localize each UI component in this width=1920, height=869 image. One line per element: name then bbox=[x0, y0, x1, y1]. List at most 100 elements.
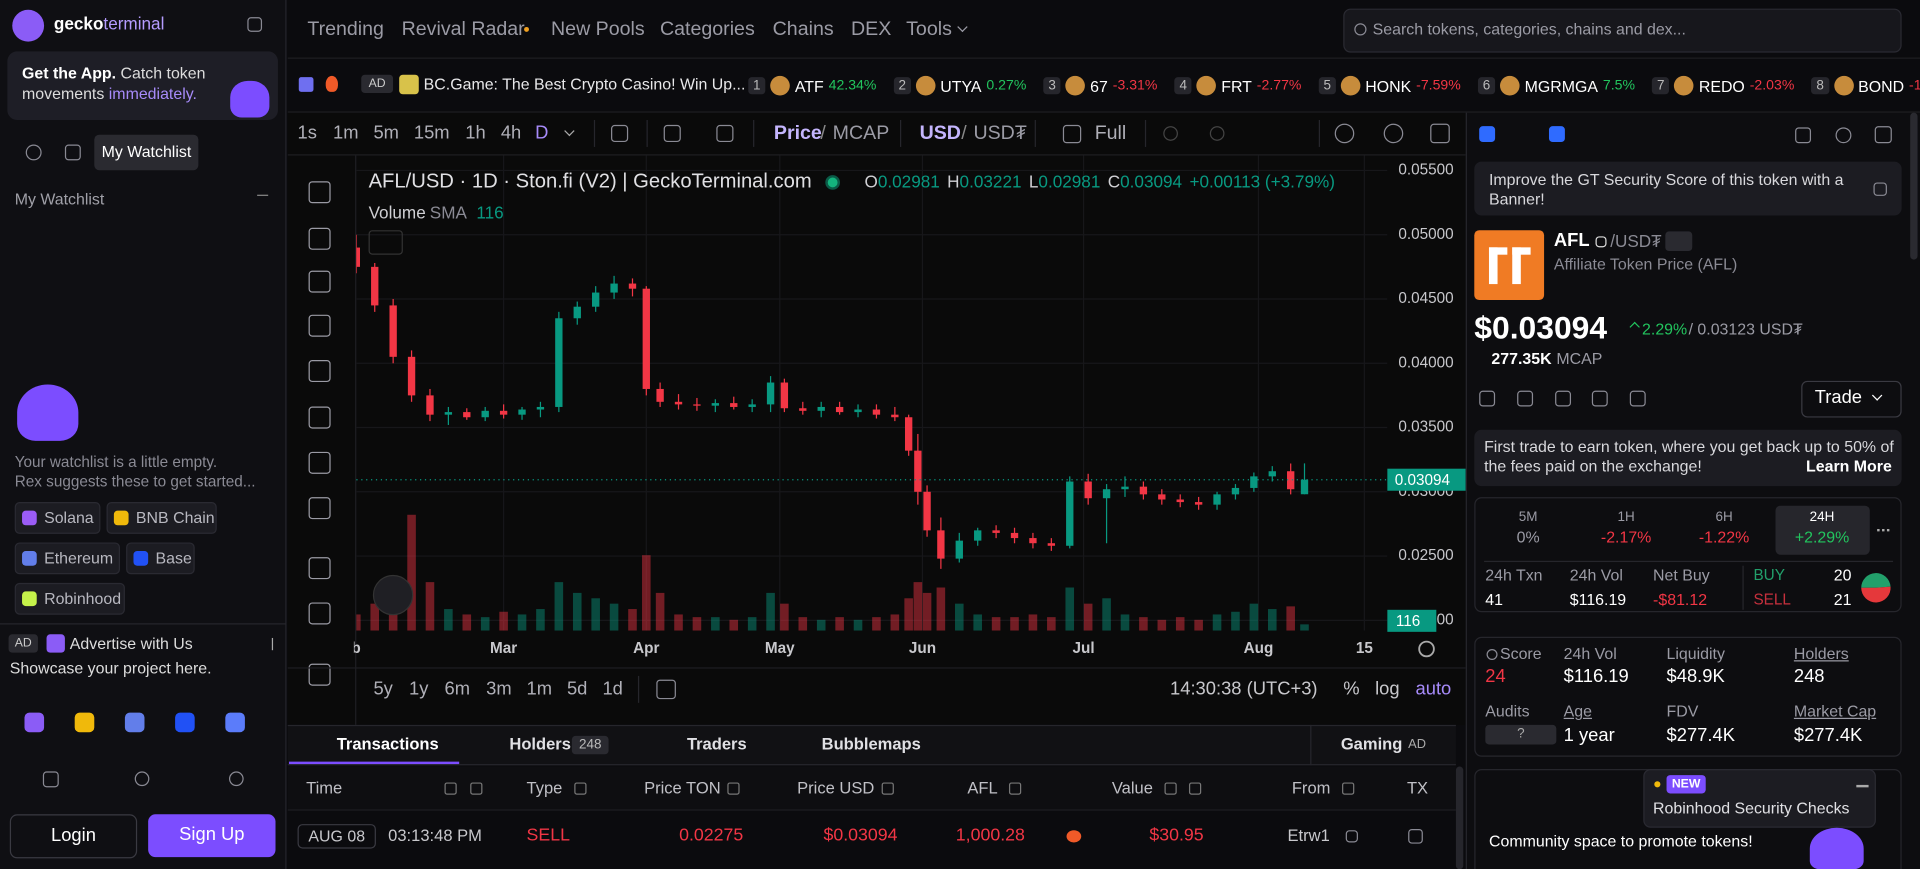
chain-icon[interactable] bbox=[74, 712, 95, 733]
icon[interactable] bbox=[663, 124, 681, 143]
metric-label[interactable]: Holders bbox=[1793, 644, 1849, 663]
icon[interactable] bbox=[308, 360, 331, 383]
nav-link[interactable]: Revival Radar bbox=[401, 18, 525, 40]
icon[interactable] bbox=[1209, 126, 1225, 141]
ticker-item[interactable]: 5 HONK -7.59% bbox=[1318, 75, 1461, 96]
chain-icon[interactable] bbox=[24, 712, 45, 733]
interval-button[interactable]: D bbox=[535, 122, 549, 144]
tab[interactable]: Transactions bbox=[336, 734, 439, 753]
icon[interactable] bbox=[1554, 390, 1571, 406]
nav-link[interactable]: New Pools bbox=[551, 18, 645, 40]
ticker-item[interactable]: 3 67 -3.31% bbox=[1043, 75, 1157, 96]
icon[interactable] bbox=[308, 663, 331, 686]
icon[interactable] bbox=[1594, 235, 1606, 247]
period-change[interactable]: +2.29% bbox=[1794, 528, 1850, 547]
login-button[interactable] bbox=[9, 814, 138, 859]
ad-text[interactable]: BC.Game: The Best Crypto Casino! Win Up.… bbox=[423, 74, 746, 94]
icon[interactable] bbox=[1516, 390, 1533, 406]
icon[interactable] bbox=[308, 557, 331, 580]
signup-button[interactable] bbox=[148, 814, 276, 858]
interval-button[interactable]: 15m bbox=[413, 122, 450, 144]
interval-button[interactable]: 1s bbox=[297, 122, 317, 144]
chain-icon[interactable] bbox=[124, 712, 145, 733]
search-placeholder[interactable]: Search tokens, categories, chains and de… bbox=[1372, 19, 1686, 39]
chain-icon[interactable] bbox=[175, 712, 195, 733]
ticker-item[interactable]: 4 FRT -2.77% bbox=[1174, 75, 1301, 96]
minimize[interactable] bbox=[1856, 784, 1869, 787]
icon[interactable] bbox=[1629, 390, 1646, 406]
icon[interactable] bbox=[1430, 123, 1450, 144]
popup-text[interactable]: Robinhood Security Checks bbox=[1653, 798, 1850, 817]
range-button[interactable]: 5d bbox=[566, 678, 588, 700]
icon[interactable] bbox=[308, 602, 331, 625]
nav-link[interactable]: Categories bbox=[660, 18, 755, 40]
tab[interactable]: Holders bbox=[509, 734, 571, 753]
icon[interactable] bbox=[308, 227, 331, 250]
icon[interactable] bbox=[1872, 181, 1887, 196]
range-button[interactable]: 1m bbox=[526, 678, 553, 700]
chain-name[interactable]: Robinhood bbox=[44, 589, 122, 608]
percent-toggle[interactable]: % bbox=[1343, 678, 1360, 700]
close-button[interactable] bbox=[261, 637, 274, 651]
period-label[interactable]: 1H bbox=[1617, 509, 1635, 525]
login-label[interactable]: Login bbox=[50, 825, 96, 847]
icon[interactable] bbox=[42, 770, 59, 787]
icon[interactable] bbox=[716, 124, 734, 143]
interval-button[interactable]: 4h bbox=[500, 122, 522, 144]
icon[interactable] bbox=[25, 143, 42, 160]
icon[interactable] bbox=[308, 314, 331, 337]
close-button[interactable] bbox=[255, 60, 270, 75]
cell-from[interactable]: Etrw1 bbox=[1287, 826, 1330, 845]
icon[interactable] bbox=[611, 124, 629, 143]
period-change[interactable]: -1.22% bbox=[1698, 528, 1750, 547]
interval-button[interactable]: 1m bbox=[333, 122, 359, 144]
icon[interactable] bbox=[1062, 124, 1081, 143]
nav-link[interactable]: DEX bbox=[851, 18, 892, 40]
icon[interactable] bbox=[1334, 123, 1355, 144]
icon[interactable] bbox=[308, 270, 331, 293]
icon[interactable] bbox=[1591, 390, 1608, 406]
trade-label[interactable]: Trade bbox=[1814, 386, 1863, 408]
period-label[interactable]: 24H bbox=[1809, 509, 1835, 525]
currency-toggle[interactable]: USD bbox=[919, 122, 961, 144]
icon[interactable] bbox=[308, 406, 331, 429]
metric-label[interactable]: Market Cap bbox=[1793, 701, 1877, 721]
range-button[interactable]: 1d bbox=[602, 678, 623, 700]
icon[interactable] bbox=[1408, 828, 1423, 844]
icon[interactable] bbox=[1794, 126, 1811, 143]
chain-name[interactable]: Ethereum bbox=[44, 548, 114, 568]
ticker-item[interactable]: 8 BOND -15. bbox=[1811, 75, 1920, 96]
ticker-item[interactable]: 2 UTYA 0.27% bbox=[893, 75, 1026, 96]
search-box[interactable] bbox=[1343, 8, 1902, 53]
interval-button[interactable]: 5m bbox=[373, 122, 399, 144]
icon[interactable] bbox=[228, 771, 244, 787]
swap-button[interactable] bbox=[1665, 231, 1693, 252]
nav-link[interactable]: Trending bbox=[307, 18, 384, 40]
log-toggle[interactable]: log bbox=[1375, 678, 1400, 700]
period-label[interactable]: 6H bbox=[1715, 509, 1733, 525]
tab[interactable]: Traders bbox=[686, 734, 747, 753]
nav-link[interactable]: Chains bbox=[772, 18, 834, 40]
icon[interactable] bbox=[247, 17, 263, 32]
price-toggle[interactable]: Price bbox=[773, 122, 822, 144]
trade-button[interactable] bbox=[1801, 380, 1902, 418]
mcap-toggle[interactable]: MCAP bbox=[832, 122, 890, 144]
icon[interactable] bbox=[1163, 126, 1178, 141]
learn-more[interactable]: Learn More bbox=[1806, 456, 1892, 476]
icon[interactable] bbox=[64, 143, 81, 160]
auto-toggle[interactable]: auto bbox=[1415, 678, 1452, 700]
icon[interactable] bbox=[308, 451, 331, 474]
range-button[interactable]: 6m bbox=[444, 678, 471, 700]
chain-name[interactable]: Base bbox=[155, 548, 192, 568]
range-button[interactable]: 5y bbox=[373, 678, 393, 700]
ticker-item[interactable]: 6 MGRMGA 7.5% bbox=[1477, 75, 1635, 96]
icon[interactable] bbox=[1383, 123, 1404, 144]
icon[interactable] bbox=[1478, 390, 1495, 406]
period-change[interactable]: 0% bbox=[1516, 528, 1540, 547]
security-banner[interactable]: Improve the GT Security Score of this to… bbox=[1488, 170, 1844, 209]
icon[interactable] bbox=[1345, 830, 1358, 843]
interval-button[interactable]: 1h bbox=[465, 122, 486, 144]
ticker-item[interactable]: 7 REDO -2.03% bbox=[1652, 75, 1794, 96]
tab[interactable]: Bubblemaps bbox=[821, 734, 921, 753]
watchlist-tab[interactable] bbox=[94, 134, 199, 171]
